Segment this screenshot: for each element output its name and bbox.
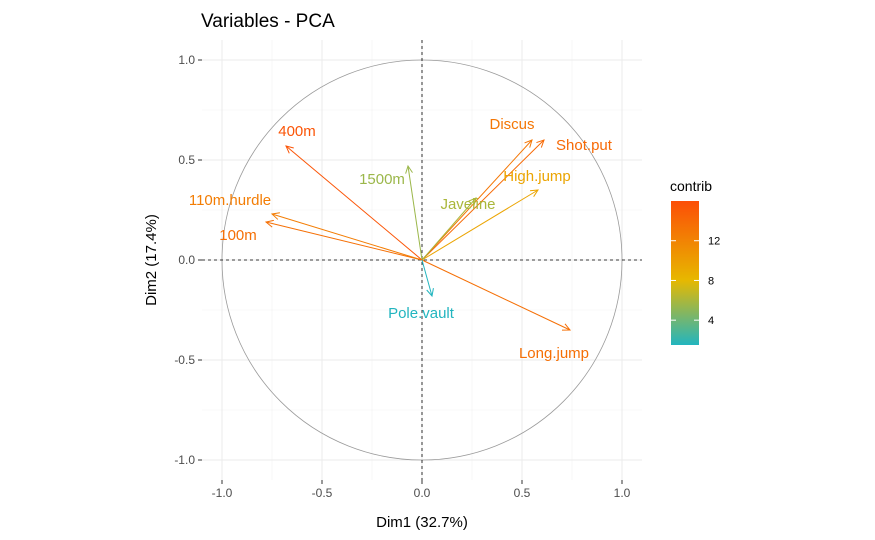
arrow-Discus	[421, 139, 533, 261]
variable-label-Discus: Discus	[489, 116, 534, 133]
arrow-Javeline	[421, 197, 477, 261]
arrowhead-100m	[264, 219, 274, 228]
variable-label-110m.hurdle: 110m.hurdle	[189, 192, 271, 209]
variable-label-100m: 100m	[219, 227, 257, 244]
variable-label-Long.jump: Long.jump	[519, 345, 589, 362]
arrowhead-1500m	[405, 164, 413, 174]
x-tick-label: 0.5	[514, 486, 531, 500]
arrow-1500m	[407, 165, 423, 261]
legend: contrib 4 8 12	[670, 178, 720, 345]
arrowhead-Long.jump	[561, 323, 572, 331]
y-tick-label: 0.5	[178, 153, 195, 167]
variable-arrows	[264, 139, 572, 331]
legend-ticks: 4 8 12	[671, 236, 720, 327]
arrow-400m	[285, 145, 423, 261]
variable-label-High.jump: High.jump	[503, 168, 571, 185]
x-axis-title: Dim1 (32.7%)	[376, 514, 468, 531]
legend-tick-label: 12	[708, 236, 720, 248]
legend-tick-label: 8	[708, 275, 714, 287]
y-tick-label: 1.0	[178, 53, 195, 67]
x-tick-label: -1.0	[212, 486, 233, 500]
legend-title: contrib	[670, 178, 712, 194]
arrowhead-Discus	[524, 139, 533, 148]
y-tick-label: 0.0	[178, 253, 195, 267]
variable-labels: 100m 110m.hurdle 400m 1500m Discus Shot.put Hi…	[189, 116, 613, 362]
variable-label-1500m: 1500m	[359, 171, 405, 188]
arrow-Shot.put	[421, 139, 545, 261]
arrowhead-400m	[285, 145, 294, 154]
y-axis-title: Dim2 (17.4%)	[143, 214, 160, 306]
variable-label-Pole.vault: Pole.vault	[388, 305, 455, 322]
arrow-Long.jump	[421, 259, 571, 331]
x-tick-label: 0.0	[414, 486, 431, 500]
arrowhead-Shot.put	[536, 139, 545, 148]
y-tick-label: -1.0	[174, 453, 195, 467]
legend-tick-label: 4	[708, 315, 714, 327]
variable-label-Javeline: Javeline	[440, 196, 495, 213]
arrow-110m.hurdle	[271, 213, 423, 261]
y-tick-label: -0.5	[174, 353, 195, 367]
y-axis-ticks: -1.0 -0.5 0.0 0.5 1.0	[174, 53, 202, 467]
arrow-100m	[265, 221, 423, 261]
arrow-High.jump	[421, 189, 539, 261]
chart-title: Variables - PCA	[201, 11, 335, 32]
reference-lines	[202, 40, 642, 480]
legend-colorbar	[671, 201, 699, 345]
x-axis-ticks: -1.0 -0.5 0.0 0.5 1.0	[212, 480, 631, 500]
variable-label-Shot.put: Shot.put	[556, 137, 613, 154]
x-tick-label: -0.5	[312, 486, 333, 500]
arrowhead-High.jump	[529, 189, 539, 197]
arrowhead-Pole.vault	[426, 288, 434, 298]
x-tick-label: 1.0	[614, 486, 631, 500]
arrowhead-110m.hurdle	[270, 212, 280, 220]
arrowhead-Javeline	[468, 197, 477, 206]
variable-label-400m: 400m	[278, 123, 316, 140]
arrow-Pole.vault	[421, 259, 433, 297]
